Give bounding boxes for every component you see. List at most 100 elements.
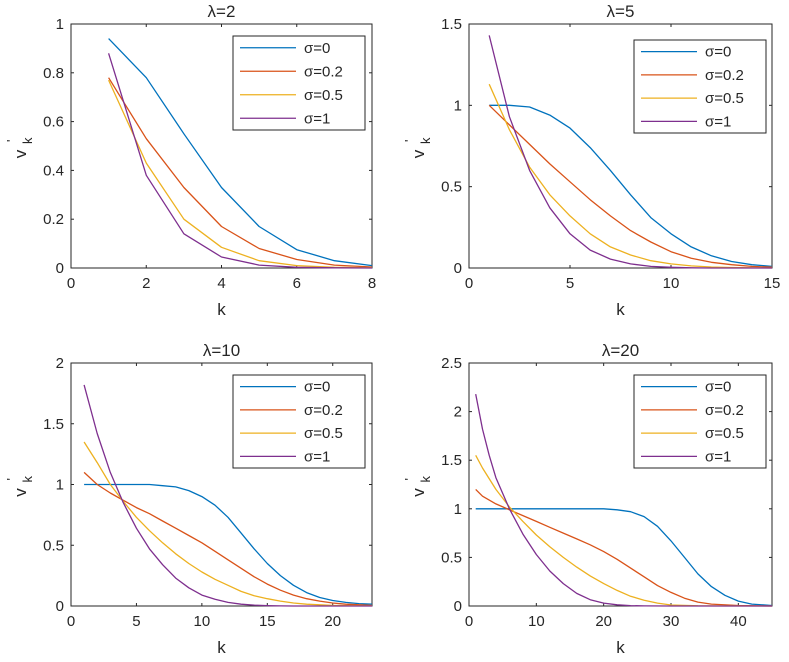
series-line-2 [83,441,373,607]
y-tick-label: 1.5 [441,452,462,469]
y-tick-label: 1 [56,16,64,33]
x-axis-label: k [217,300,226,319]
plot-title: λ=10 [203,341,240,360]
y-axis-label: vk' [402,137,433,158]
y-axis-label: vk' [4,137,35,158]
y-label-subscript: k [418,476,433,483]
series-line-0 [84,483,373,605]
x-tick-label: 0 [67,613,75,630]
legend-label-1: σ=0.2 [304,63,343,80]
x-axis-label: k [616,300,625,319]
x-tick-label: 20 [324,613,341,630]
y-label-base: v [11,149,30,158]
legend-label-3: σ=1 [304,110,330,127]
legend-box [633,374,767,469]
x-tick-label: 5 [132,613,140,630]
legend: σ=0 σ=0.2 σ=0.5 σ=1 [633,39,767,134]
series-line-2 [108,79,373,269]
series-line-1 [475,488,773,607]
series-line-0 [489,104,773,268]
x-axis-label: k [616,638,625,657]
y-axis-label: vk' [4,476,35,497]
y-tick-label: 0.6 [43,114,64,131]
x-tick-label: 4 [217,275,225,292]
x-tick-label: 10 [194,613,211,630]
y-tick-label: 0.4 [43,162,64,179]
y-tick-label: 1 [454,501,462,518]
plot-title: λ=20 [602,341,639,360]
y-label-superscript: ' [402,140,417,142]
x-tick-label: 5 [566,275,574,292]
axes-frame [468,23,773,269]
series-line-0 [475,508,773,607]
y-label-base: v [409,149,428,158]
y-tick-label: 2.5 [441,355,462,372]
x-tick-label: 10 [528,613,545,630]
legend-box [633,39,767,134]
y-label-subscript: k [418,137,433,144]
x-tick-label: 15 [259,613,276,630]
y-tick-label: 0 [56,260,64,277]
y-tick-label: 2 [454,404,462,421]
y-label-superscript: ' [4,478,19,480]
plot-title: λ=5 [607,2,635,21]
y-label-base: v [11,488,30,497]
legend-label-3: σ=1 [304,448,330,465]
x-tick-label: 10 [663,275,680,292]
series-line-2 [475,454,773,607]
plot-title: λ=2 [208,2,236,21]
y-tick-label: 1.5 [441,16,462,33]
y-tick-label: 1 [56,477,64,494]
y-label-superscript: ' [402,478,417,480]
series-line-3 [475,393,772,607]
legend-label-1: σ=0.2 [705,67,744,84]
x-tick-label: 8 [368,275,376,292]
y-label-superscript: ' [4,140,19,142]
legend: σ=0 σ=0.2 σ=0.5 σ=1 [232,374,366,469]
legend-label-3: σ=1 [705,448,731,465]
series-line-3 [83,384,372,607]
legend-label-0: σ=0 [705,379,731,396]
y-tick-label: 0.8 [43,65,64,82]
x-tick-label: 2 [142,275,150,292]
series-line-3 [488,35,772,269]
legend-label-2: σ=0.5 [304,87,343,104]
series-line-1 [83,471,373,607]
series-line-1 [488,104,773,268]
series-line-2 [488,83,773,269]
axes-frame [468,362,773,607]
legend-label-2: σ=0.5 [304,425,343,442]
legend-label-1: σ=0.2 [705,402,744,419]
y-axis-label: vk' [402,476,433,497]
y-tick-label: 0 [56,598,64,615]
x-tick-label: 40 [730,613,747,630]
x-tick-label: 6 [293,275,301,292]
legend-label-2: σ=0.5 [705,425,744,442]
x-tick-label: 0 [67,275,75,292]
legend-label-1: σ=0.2 [304,402,343,419]
legend-label-0: σ=0 [304,40,330,57]
legend-box [232,35,366,131]
y-label-subscript: k [20,137,35,144]
x-tick-label: 0 [465,275,473,292]
y-label-base: v [409,488,428,497]
series-line-0 [108,38,373,267]
x-tick-label: 30 [663,613,680,630]
subplot-2: 0 5 10 15 2000.511.52λ=10kvk'σ=0σ=0.2σ=0.5σ=… [4,341,373,657]
series-line-3 [107,53,373,269]
legend-box [232,374,366,469]
legend-label-0: σ=0 [304,379,330,396]
legend: σ=0 σ=0.2 σ=0.5 σ=1 [232,35,366,131]
x-tick-label: 20 [595,613,612,630]
y-tick-label: 1.5 [43,416,64,433]
y-tick-label: 0 [454,598,462,615]
legend-label-2: σ=0.5 [705,90,744,107]
x-axis-label: k [217,638,226,657]
x-tick-label: 15 [764,275,781,292]
y-tick-label: 0.2 [43,211,64,228]
x-tick-label: 0 [465,613,473,630]
legend-label-0: σ=0 [705,44,731,61]
y-tick-label: 2 [56,355,64,372]
subplot-0: 0 2 4 6 800.20.40.60.81λ=2kvk'σ=0σ=0.2σ=0.5σ… [4,2,376,319]
